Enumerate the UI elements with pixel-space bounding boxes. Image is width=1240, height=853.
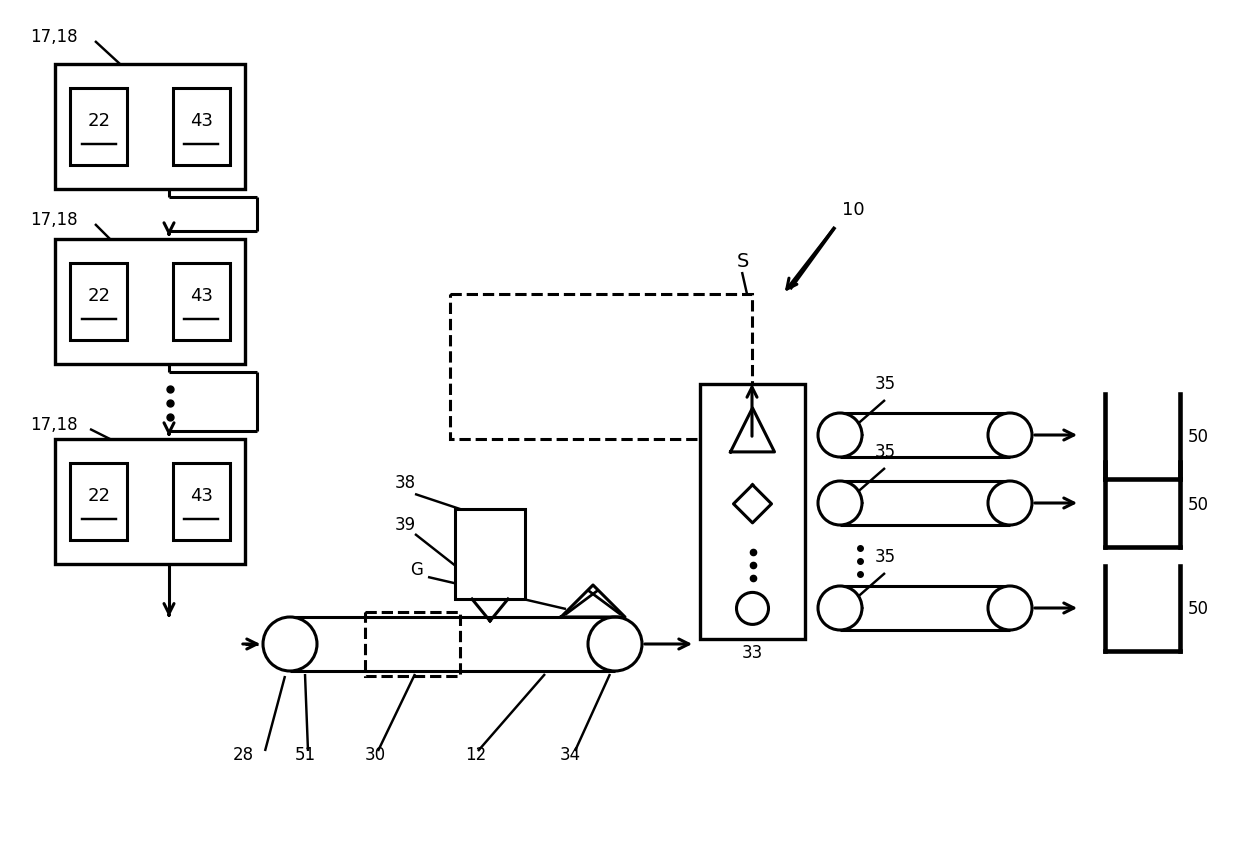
Circle shape: [263, 618, 317, 671]
Circle shape: [588, 618, 642, 671]
Bar: [55, 65, 246, 189]
Text: 50: 50: [1188, 600, 1209, 618]
Text: 34: 34: [560, 746, 582, 763]
Bar: [701, 385, 805, 639]
Text: S: S: [737, 252, 749, 270]
Bar: [71, 463, 128, 541]
Text: 43: 43: [190, 287, 213, 305]
Circle shape: [737, 593, 769, 624]
Bar: [172, 463, 229, 541]
Text: 50: 50: [1188, 496, 1209, 514]
Bar: [71, 89, 128, 166]
Text: 30: 30: [365, 746, 386, 763]
Bar: [450, 294, 751, 439]
Text: 39: 39: [396, 515, 417, 533]
Text: 35: 35: [875, 374, 897, 392]
Text: 33: 33: [742, 643, 764, 661]
Text: 35: 35: [875, 443, 897, 461]
Bar: [55, 240, 246, 364]
Text: 51: 51: [295, 746, 316, 763]
Bar: [172, 89, 229, 166]
Text: 28: 28: [233, 746, 254, 763]
Bar: [55, 439, 246, 565]
Bar: [365, 612, 460, 676]
Text: 22: 22: [87, 112, 110, 131]
Text: 50: 50: [1188, 427, 1209, 445]
Text: 12: 12: [465, 746, 486, 763]
Text: 43: 43: [190, 112, 213, 131]
Bar: [71, 264, 128, 341]
Text: G: G: [410, 560, 423, 578]
Text: 17,18: 17,18: [30, 28, 78, 46]
Text: 35: 35: [875, 548, 897, 566]
Circle shape: [818, 586, 862, 630]
Circle shape: [988, 481, 1032, 525]
Bar: [172, 264, 229, 341]
Text: 22: 22: [87, 487, 110, 505]
Circle shape: [988, 586, 1032, 630]
Bar: [455, 509, 525, 600]
Circle shape: [818, 481, 862, 525]
Text: 17,18: 17,18: [30, 415, 78, 433]
Circle shape: [988, 414, 1032, 457]
Text: 10: 10: [842, 200, 864, 218]
Circle shape: [818, 414, 862, 457]
Text: 43: 43: [190, 487, 213, 505]
Text: 22: 22: [87, 287, 110, 305]
Text: 38: 38: [396, 473, 417, 491]
Text: 17,18: 17,18: [30, 211, 78, 229]
